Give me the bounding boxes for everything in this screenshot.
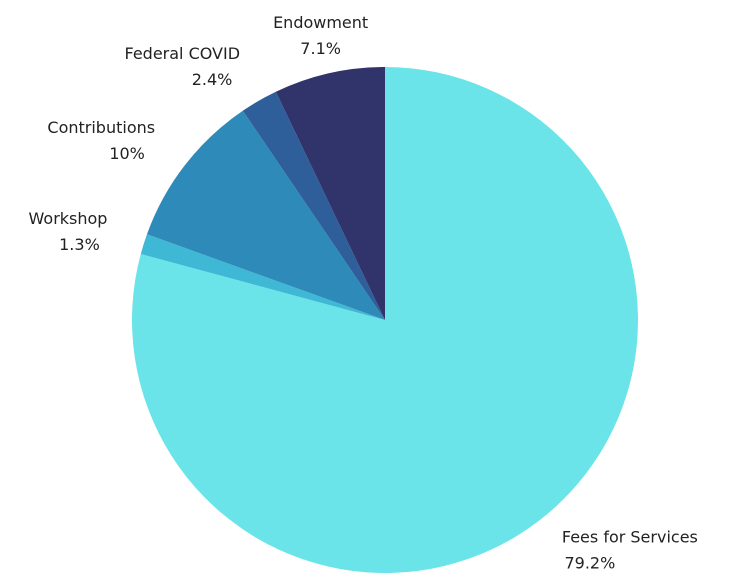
slice-label: Endowment bbox=[273, 13, 368, 32]
pie-slice bbox=[275, 67, 385, 320]
slice-value-label: 1.3% bbox=[59, 235, 100, 254]
pie-slice bbox=[140, 234, 385, 320]
slice-value-label: 2.4% bbox=[192, 70, 233, 89]
pie-slice bbox=[146, 110, 385, 320]
slice-label: Contributions bbox=[47, 118, 155, 137]
slice-value-label: 79.2% bbox=[564, 554, 615, 573]
pie-slice bbox=[242, 91, 385, 321]
slice-value-label: 10% bbox=[109, 144, 145, 163]
slice-label: Federal COVID bbox=[124, 44, 240, 63]
slice-label: Fees for Services bbox=[562, 528, 698, 547]
slice-label: Workshop bbox=[29, 209, 108, 228]
slice-value-label: 7.1% bbox=[300, 39, 341, 58]
